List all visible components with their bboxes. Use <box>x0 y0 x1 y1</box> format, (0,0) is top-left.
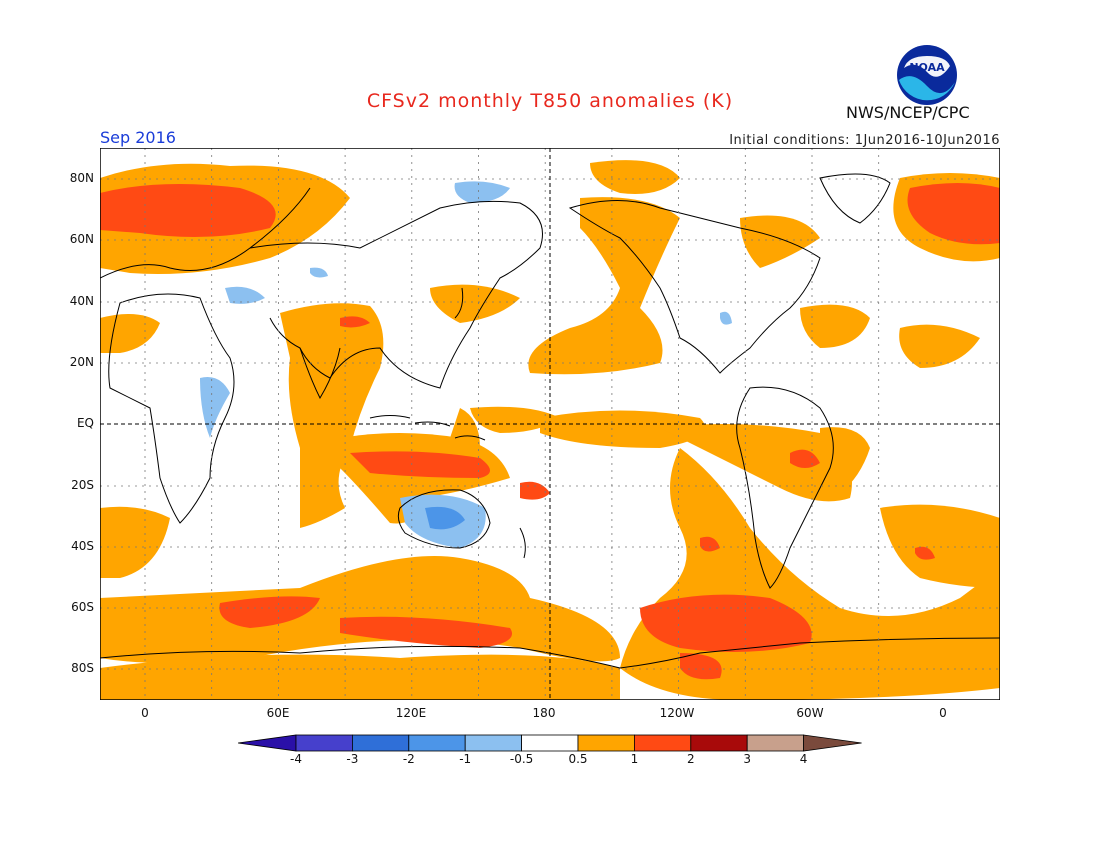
colorbar-segment <box>577 734 635 752</box>
colorbar-segment <box>352 734 410 752</box>
colorbar-label: -0.5 <box>509 752 534 766</box>
colorbar-label: -3 <box>346 752 359 766</box>
colorbar-arrow-left <box>238 734 297 752</box>
lat-label: 60N <box>69 232 94 246</box>
colorbar-segment <box>633 734 692 752</box>
colorbar-segment <box>295 734 353 752</box>
initial-conditions: Initial conditions: 1Jun2016-10Jun2016 <box>729 133 1000 148</box>
colorbar-label: 3 <box>743 752 751 766</box>
colorbar-label: 2 <box>686 752 695 766</box>
lon-label: 180 <box>532 706 556 720</box>
chart-title: CFSv2 monthly T850 anomalies (K) <box>366 90 734 112</box>
colorbar-segment <box>521 734 579 752</box>
colorbar-arrow-right <box>803 734 862 752</box>
colorbar-segment <box>408 734 466 752</box>
forecast-month: Sep 2016 <box>100 128 176 147</box>
lon-label: 60E <box>266 706 290 720</box>
colorbar-label: 4 <box>799 752 808 766</box>
lon-label: 60W <box>796 706 824 720</box>
lat-label: EQ <box>76 416 94 430</box>
lat-label: 40S <box>71 539 94 553</box>
lat-label: 80N <box>69 171 94 185</box>
lat-label: 20N <box>69 355 94 369</box>
noaa-logo: NOAA <box>897 45 957 105</box>
lat-label: 80S <box>71 661 94 675</box>
coastlines <box>100 173 1000 669</box>
noaa-logo-text: NOAA <box>909 61 945 74</box>
lon-label: 0 <box>939 706 947 720</box>
anomaly-positive-strong <box>100 183 1000 680</box>
colorbar-segment <box>746 734 805 752</box>
agency-label: NWS/NCEP/CPC <box>846 103 970 122</box>
colorbar-label: 0.5 <box>568 752 588 766</box>
colorbar-label: -4 <box>290 752 302 766</box>
lon-label: 120E <box>395 706 427 720</box>
lon-label: 120W <box>659 706 695 720</box>
lon-label: 0 <box>141 706 149 720</box>
anomaly-map <box>100 148 1000 700</box>
colorbar-segment <box>690 734 748 752</box>
colorbar-label: -2 <box>402 752 415 766</box>
colorbar-segment <box>464 734 522 752</box>
lat-label: 20S <box>71 478 94 492</box>
colorbar <box>238 734 862 752</box>
lat-label: 40N <box>69 294 94 308</box>
anomaly-negative-moderate <box>425 506 465 530</box>
lat-label: 60S <box>71 600 94 614</box>
colorbar-label: 1 <box>630 752 639 766</box>
colorbar-label: -1 <box>459 752 472 766</box>
